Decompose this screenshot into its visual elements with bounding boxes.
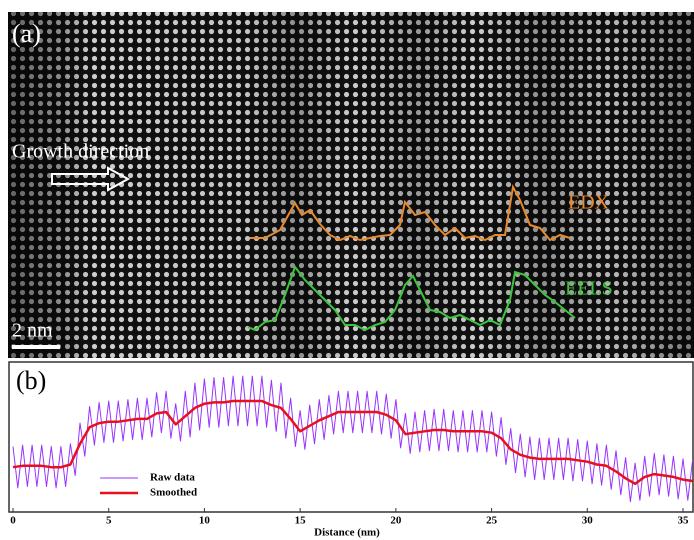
edx-label: EDX (568, 192, 610, 214)
x-axis-label: Distance (nm) (314, 527, 380, 539)
x-tick-label: 25 (486, 515, 498, 527)
plot-frame (8, 361, 694, 513)
panel-label: (b) (16, 366, 46, 395)
eels-profile (247, 264, 576, 332)
stem-image (8, 12, 694, 358)
eels-label: EELS (565, 278, 613, 300)
growth-arrow (51, 166, 131, 192)
legend-label: Raw data (150, 472, 195, 484)
legend-label: Smoothed (150, 487, 197, 499)
edx-profile (250, 183, 571, 242)
arrow-text: Growth direction (12, 141, 149, 163)
x-tick-label: 20 (390, 515, 402, 527)
panel-label: (a) (12, 19, 41, 48)
x-tick-label: 35 (678, 515, 690, 527)
x-tick-label: 10 (199, 515, 211, 527)
x-tick-label: 0 (10, 515, 16, 527)
x-tick-label: 30 (582, 515, 594, 527)
series-line (12, 375, 694, 503)
scale-label: 2 nm (12, 320, 53, 342)
x-tick-label: 15 (295, 515, 307, 527)
series-line (12, 399, 693, 486)
x-tick-label: 5 (106, 515, 112, 527)
